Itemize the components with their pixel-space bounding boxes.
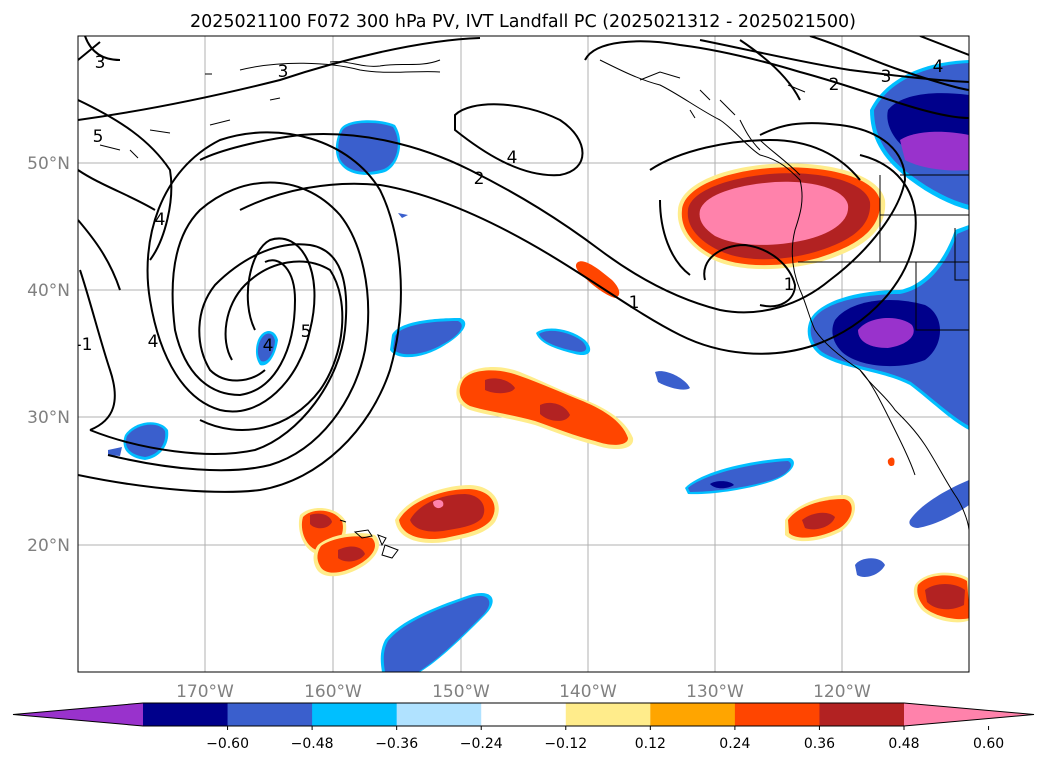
ivt-positive-region-hawaii: [298, 485, 499, 577]
ivt-positive-region-northwest-coast: [677, 163, 886, 270]
colorbar-cell: [734, 703, 820, 726]
contour-label: 4: [263, 336, 274, 356]
lon-label-130w: 130°W: [686, 682, 744, 702]
colorbar-cell: [312, 703, 398, 726]
colorbar-cell: [819, 703, 905, 726]
contour-label: -1: [76, 335, 93, 355]
lon-label-120w: 120°W: [813, 682, 871, 702]
colorbar-tick-label: 0.12: [635, 736, 666, 752]
colorbar-cell: [227, 703, 313, 726]
colorbar-outline: [12, 702, 1035, 727]
ivt-negative-region-east: [807, 225, 969, 528]
colorbar-tick-label: 0.36: [804, 736, 835, 752]
contour-label: 3: [278, 62, 289, 82]
contour-label: 4: [148, 332, 159, 352]
map-title: 2025021100 F072 300 hPa PV, IVT Landfall…: [190, 12, 856, 32]
contour-label: 4: [507, 148, 518, 168]
contour-label: 5: [301, 322, 312, 342]
map-area: 3 5 4 4 5 4 2 4 3 2 3 4 1 1 -1: [76, 36, 969, 672]
lat-label-40n: 40°N: [27, 281, 70, 301]
colorbar-cell: [143, 703, 229, 726]
lon-label-150w: 150°W: [432, 682, 490, 702]
colorbar-tick-label: −0.60: [206, 736, 249, 752]
contour-label: 3: [881, 67, 892, 87]
colorbar-tick-label: −0.36: [375, 736, 418, 752]
colorbar-cell: [650, 703, 736, 726]
colorbar-tick-label: −0.48: [291, 736, 334, 752]
lon-label-160w: 160°W: [304, 682, 362, 702]
contour-label: 3: [95, 53, 106, 73]
colorbar-tick-label: 0.48: [888, 736, 919, 752]
coastlines: [99, 59, 969, 559]
colorbar-tick-label: −0.12: [544, 736, 587, 752]
lat-label-20n: 20°N: [27, 536, 70, 556]
colorbar-tick-label: −0.24: [460, 736, 503, 752]
colorbar-extend-low: [13, 703, 143, 726]
contour-label: 1: [784, 275, 795, 295]
ivt-positive-region-central-pacific: [456, 261, 634, 450]
colorbar-tick-label: 0.60: [973, 736, 1004, 752]
colorbar-cell: [396, 703, 482, 726]
pv-contours: [78, 36, 969, 493]
lat-label-50n: 50°N: [27, 154, 70, 174]
lon-label-140w: 140°W: [559, 682, 617, 702]
colorbar: −0.60 −0.48 −0.36 −0.24 −0.12 0.12 0.24 0.36 0.4…: [12, 702, 1035, 752]
colorbar-cell: [481, 703, 567, 726]
contour-label: 1: [629, 293, 640, 313]
lon-label-170w: 170°W: [176, 682, 234, 702]
contour-label: 4: [155, 210, 166, 230]
longitude-labels: 170°W 160°W 150°W 140°W 130°W 120°W: [176, 682, 871, 702]
contour-labels: 3 5 4 4 5 4 2 4 3 2 3 4 1 1 -1: [76, 53, 944, 356]
contour-label: 2: [474, 169, 485, 189]
colorbar-extend-high: [904, 703, 1034, 726]
contour-label: 5: [93, 127, 104, 147]
colorbar-cell: [565, 703, 651, 726]
colorbar-tick-label: 0.24: [719, 736, 750, 752]
latitude-labels: 50°N 40°N 30°N 20°N: [27, 154, 70, 556]
contour-label: 2: [829, 75, 840, 95]
ivt-positive-region-east: [785, 457, 969, 623]
ivt-negative-region-north: [335, 60, 969, 218]
map-frame: [77, 35, 970, 673]
lat-label-30n: 30°N: [27, 408, 70, 428]
contour-label: 4: [933, 57, 944, 77]
